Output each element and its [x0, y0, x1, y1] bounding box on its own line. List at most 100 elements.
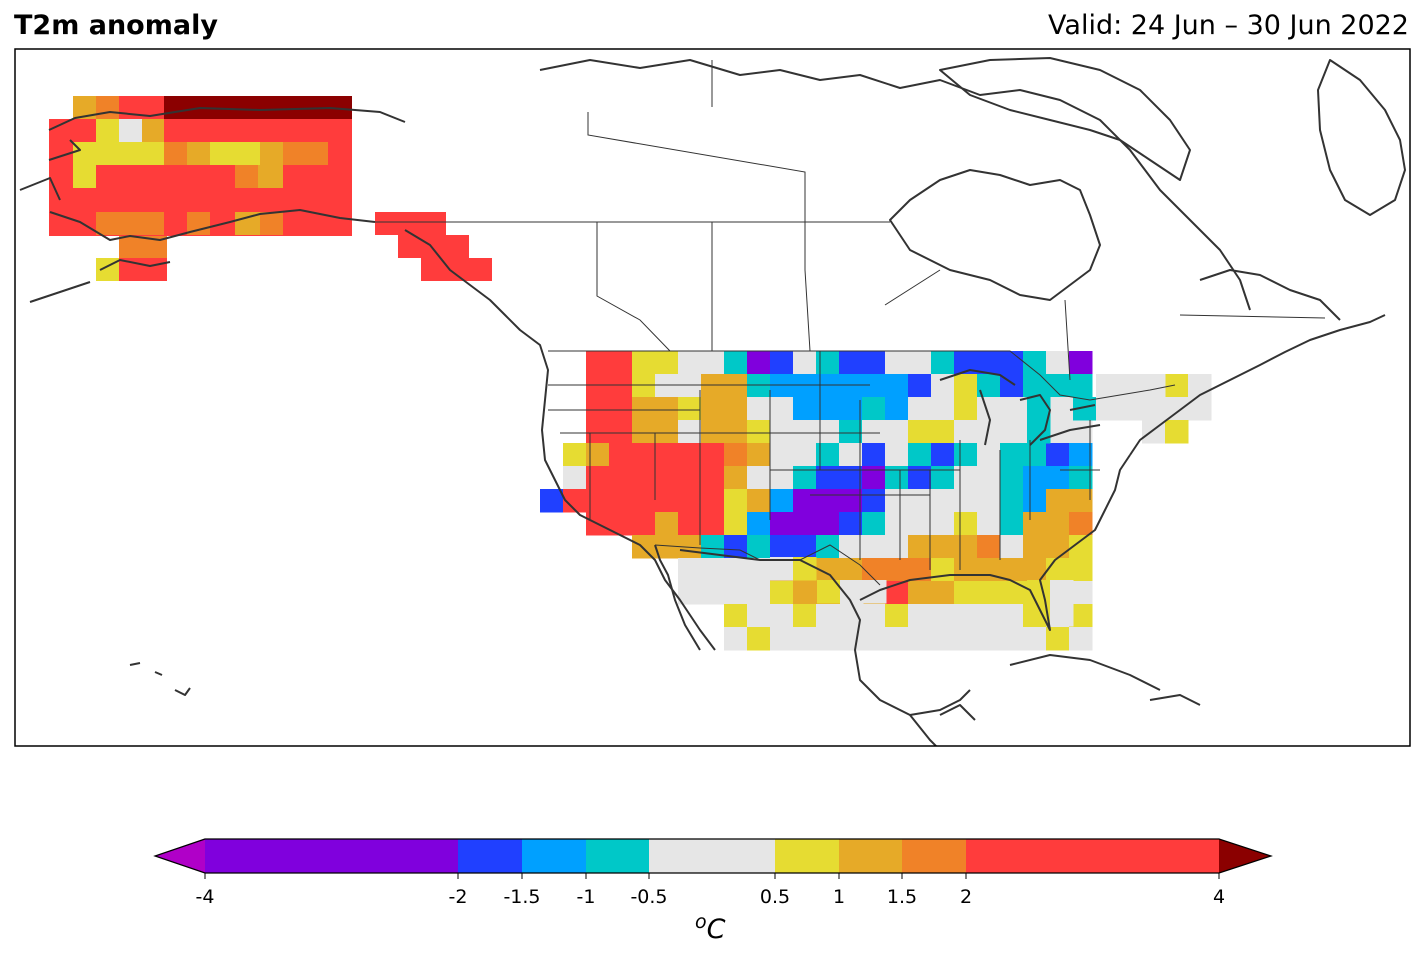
grid-cell — [724, 512, 748, 536]
grid-cell — [1046, 489, 1070, 513]
grid-cell — [1046, 512, 1070, 536]
grid-cell — [1000, 489, 1024, 513]
grid-cell — [655, 420, 679, 444]
grid-cell — [862, 420, 886, 444]
grid-cell — [1027, 397, 1051, 421]
grid-cell — [655, 351, 679, 375]
colorbar-tick-label: -2 — [449, 886, 468, 908]
grid-cell — [885, 351, 909, 375]
grid-cell — [1000, 535, 1024, 559]
grid-cell — [885, 627, 909, 651]
grid-cell — [908, 535, 932, 559]
grid-cell — [885, 374, 909, 398]
grid-cell — [816, 466, 840, 490]
valid-date-range: Valid: 24 Jun – 30 Jun 2022 — [1048, 10, 1409, 41]
grid-cell — [609, 489, 633, 513]
colorbar-bin — [586, 839, 649, 873]
grid-cell — [954, 374, 978, 398]
grid-cell — [1000, 604, 1024, 628]
grid-cell — [747, 512, 771, 536]
grid-cell — [885, 512, 909, 536]
grid-cell — [1000, 558, 1024, 582]
grid-cell — [931, 420, 955, 444]
grid-cell — [724, 627, 748, 651]
grid-cell — [977, 466, 1001, 490]
grid-cell — [678, 397, 702, 421]
grid-cell — [908, 420, 932, 444]
grid-cell — [609, 466, 633, 490]
grid-cell — [655, 489, 679, 513]
grid-cell — [770, 374, 794, 398]
grid-cell — [1069, 627, 1093, 651]
grid-cell — [862, 627, 886, 651]
grid-cell — [839, 466, 863, 490]
grid-cell — [1046, 374, 1070, 398]
grid-cell — [908, 466, 932, 490]
grid-cell — [1000, 351, 1024, 375]
grid-cell — [747, 627, 771, 651]
grid-cell — [793, 512, 817, 536]
grid-cell — [931, 374, 955, 398]
grid-cell — [701, 558, 725, 582]
conus-anomaly-grid — [540, 351, 1212, 651]
colorbar-over-arrow — [1219, 839, 1271, 873]
grid-cell — [816, 351, 840, 375]
grid-cell — [1096, 374, 1120, 398]
grid-cell — [908, 581, 932, 605]
grid-cell — [1000, 397, 1024, 421]
grid-cell — [793, 466, 817, 490]
grid-cell — [839, 420, 863, 444]
grid-cell — [724, 397, 748, 421]
grid-cell — [977, 627, 1001, 651]
grid-cell — [1165, 420, 1189, 444]
colorbar-under-arrow — [155, 839, 205, 873]
grid-cell — [931, 397, 955, 421]
grid-cell — [885, 466, 909, 490]
grid-cell — [609, 374, 633, 398]
grid-cell — [862, 604, 886, 628]
grid-cell — [1023, 489, 1047, 513]
grid-cell — [563, 489, 587, 513]
grid-cell — [793, 535, 817, 559]
colorbar-bins — [205, 839, 1219, 873]
grid-cell — [954, 420, 978, 444]
grid-cell — [1000, 512, 1024, 536]
grid-cell — [931, 604, 955, 628]
grid-cell — [793, 374, 817, 398]
grid-cell — [1119, 374, 1143, 398]
grid-cell — [724, 604, 748, 628]
grid-cell — [885, 443, 909, 467]
grid-cell — [1119, 397, 1143, 421]
grid-cell — [586, 466, 610, 490]
grid-cell — [1023, 535, 1047, 559]
grid-cell — [678, 351, 702, 375]
grid-cell — [954, 627, 978, 651]
colorbar-bin — [775, 839, 839, 873]
grid-cell — [816, 627, 840, 651]
grid-cell — [885, 397, 909, 421]
grid-cell — [770, 351, 794, 375]
grid-cell — [632, 512, 656, 536]
grid-cell — [632, 397, 656, 421]
grid-cell — [678, 374, 702, 398]
grid-cell — [840, 603, 864, 627]
grid-cell — [701, 443, 725, 467]
grid-cell — [586, 489, 610, 513]
grid-cell — [563, 466, 587, 490]
grid-cell — [793, 443, 817, 467]
grid-cell — [931, 512, 955, 536]
grid-cell — [1046, 627, 1070, 651]
grid-cell — [839, 512, 863, 536]
grid-cell — [931, 351, 955, 375]
grid-cell — [747, 466, 771, 490]
grid-cell — [931, 443, 955, 467]
grid-cell — [862, 558, 886, 582]
grid-cell — [931, 581, 955, 605]
grid-cell — [655, 466, 679, 490]
grid-cell — [632, 535, 656, 559]
grid-cell — [954, 535, 978, 559]
unit-superscript: o — [695, 911, 707, 933]
colorbar-tick-label: -4 — [196, 886, 215, 908]
grid-cell — [770, 489, 794, 513]
grid-cell — [655, 443, 679, 467]
